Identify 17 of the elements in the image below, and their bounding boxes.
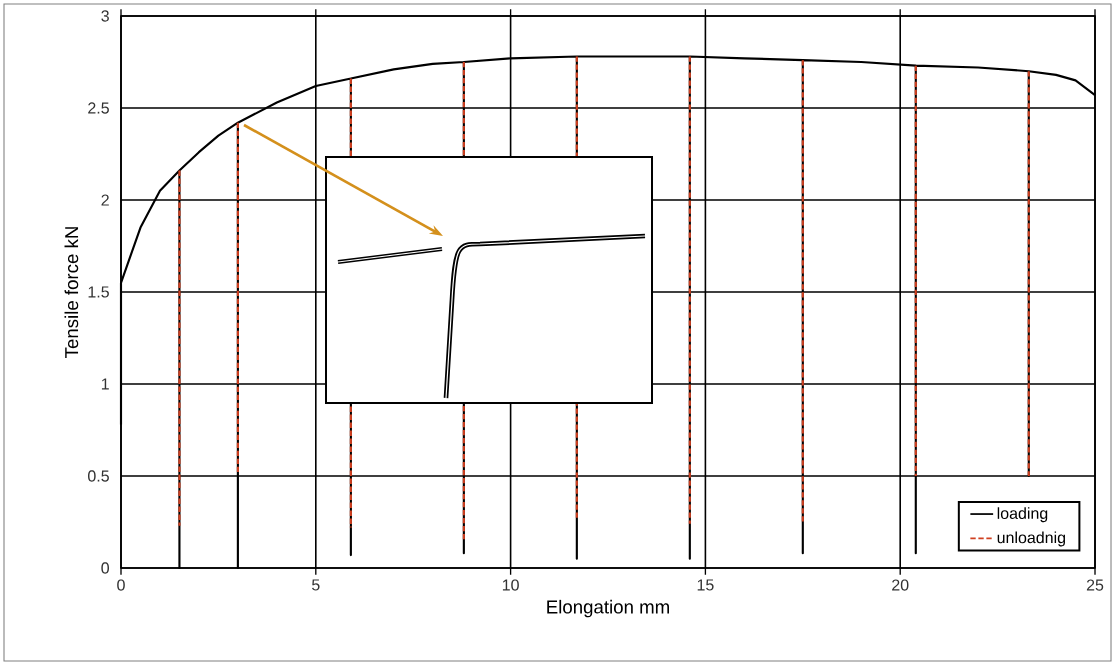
x-tick-label: 25 [1086,579,1104,591]
y-tick-label: 1.5 [88,286,109,298]
x-tick-label: 5 [312,579,320,591]
y-tick-label: 0.5 [88,470,109,482]
y-tick-label: 1 [101,378,109,390]
legend-label: loading [997,507,1048,523]
y-tick-label: 0 [101,562,109,574]
legend-label: unloadnig [997,531,1066,547]
x-tick-label: 20 [892,579,909,591]
x-axis-title: Elongation mm [547,599,669,618]
x-tick-label: 15 [697,579,714,591]
y-tick-label: 2 [101,194,109,206]
y-tick-label: 3 [101,10,109,22]
x-tick-label: 0 [117,579,125,591]
y-tick-label: 2.5 [88,102,109,114]
x-tick-label: 10 [502,579,519,591]
y-axis-title: Tensile force kN [64,227,79,358]
